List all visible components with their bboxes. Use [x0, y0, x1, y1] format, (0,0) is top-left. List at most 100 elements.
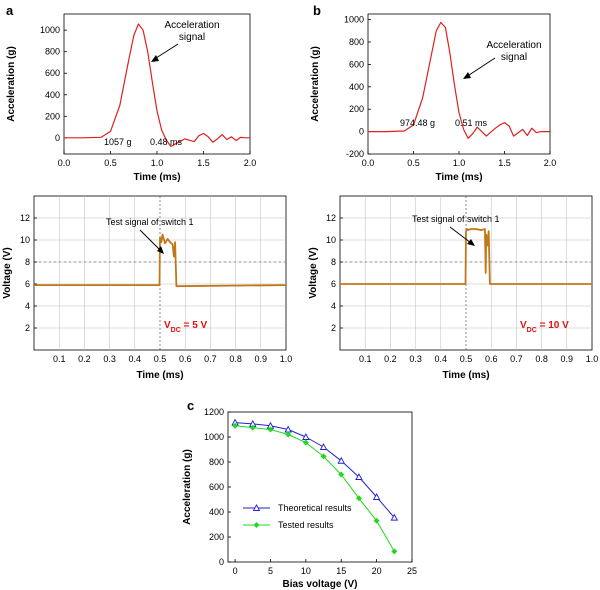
acceleration-signal-line	[64, 23, 250, 148]
y-tick-label: 1000	[40, 25, 60, 35]
panel-a-ylabel: Acceleration (g)	[6, 46, 17, 122]
y-tick-label: 4	[25, 301, 30, 311]
panel-b-xlabel: Time (ms)	[435, 172, 482, 183]
y-tick-label: 8	[331, 257, 336, 267]
scope-2-marks	[340, 228, 592, 285]
panel-b-x-ticks: 0.0 0.5 1.0 1.5 2.0	[362, 151, 557, 168]
panel-c-y-ticks: 0 200 400 600 800 1000 1200	[204, 407, 231, 567]
x-tick-label: 0	[233, 566, 238, 576]
tested-point	[285, 431, 292, 438]
panel-a-callout-arrow	[152, 43, 179, 61]
scope-1-callout-arrow	[139, 229, 162, 252]
x-tick-label: 0.2	[384, 354, 397, 364]
scope-2-ylabel: Voltage (V)	[308, 247, 319, 298]
theory-point	[337, 456, 345, 464]
tested-point	[267, 426, 274, 433]
x-tick-label: 0.5	[407, 158, 420, 168]
x-tick-label: 0.6	[485, 354, 498, 364]
y-tick-label: 800	[349, 37, 364, 47]
scope-1-ylabel: Voltage (V)	[2, 247, 13, 298]
x-tick-label: 1.5	[197, 158, 210, 168]
tested-point	[373, 517, 380, 524]
panel-a-xlabel: Time (ms)	[133, 172, 180, 183]
x-tick-label: 1.0	[280, 354, 293, 364]
scope-1-xlabel: Time (ms)	[136, 370, 183, 381]
panel-a-callout-line2: signal	[179, 32, 205, 43]
x-tick-label: 0.9	[255, 354, 268, 364]
scope-1-callout: Test signal of switch 1	[106, 217, 194, 227]
panel-b-pulse-width: 0.51 ms	[455, 118, 488, 128]
panel-b-marks	[368, 21, 550, 139]
panel-b-callout-arrow	[465, 57, 496, 78]
x-tick-label: 2.0	[544, 158, 557, 168]
panel-b-callout-line1: Acceleration	[486, 40, 541, 51]
panel-b-frame	[367, 13, 551, 155]
x-tick-label: 0.8	[229, 354, 242, 364]
panel-a-x-ticks: 0.0 0.5 1.0 1.5 2.0	[58, 151, 256, 168]
y-tick-label: 1000	[204, 432, 224, 442]
y-tick-label: 600	[209, 482, 224, 492]
y-tick-label: 8	[25, 257, 30, 267]
panel-b-peak-value: 974.48 g	[400, 118, 435, 128]
panel-c-xlabel: Bias voltage (V)	[282, 579, 357, 590]
y-tick-label: 1000	[344, 15, 364, 25]
x-tick-label: 0.8	[535, 354, 548, 364]
y-tick-label: 0	[55, 133, 60, 143]
x-tick-label: 0.7	[204, 354, 217, 364]
x-tick-label: 0.0	[362, 158, 375, 168]
y-tick-label: 12	[326, 213, 336, 223]
x-tick-label: 0.7	[510, 354, 523, 364]
y-tick-label: 800	[209, 457, 224, 467]
x-tick-label: 0.3	[103, 354, 116, 364]
panel-label-b: b	[313, 3, 321, 18]
panel-c-marks	[231, 418, 399, 555]
x-tick-label: 1.5	[498, 158, 511, 168]
theory-point	[302, 433, 310, 440]
scope-2-arrowhead	[467, 239, 475, 246]
x-tick-label: 0.0	[58, 158, 71, 168]
y-tick-label: 10	[326, 235, 336, 245]
y-tick-label: 6	[331, 279, 336, 289]
scope-2-y-ticks: 2 4 6 8 10 12	[326, 213, 343, 333]
tested-results-line	[235, 425, 395, 552]
y-tick-label: 2	[25, 323, 30, 333]
x-tick-label: 0.4	[435, 354, 448, 364]
panel-label-c: c	[187, 398, 194, 413]
panel-b-callout-line2: signal	[501, 52, 527, 63]
panel-b-arrowhead	[463, 72, 471, 79]
x-tick-label: 0.1	[53, 354, 66, 364]
y-tick-label: 0	[219, 557, 224, 567]
y-tick-label: 800	[45, 47, 60, 57]
panel-a-arrowhead	[151, 55, 159, 62]
panel-b-ylabel: Acceleration (g)	[310, 46, 321, 122]
x-tick-label: 25	[407, 566, 417, 576]
panel-c-x-ticks: 0 5 10 15 20 25	[233, 559, 417, 576]
panel-b-y-ticks: -200 0 200 400 600 800 1000	[344, 15, 371, 159]
panel-c: c 0 200 400 600 800 1000 1200 0 5 10 15 20 25 Bias …	[182, 398, 417, 590]
theory-point	[319, 443, 328, 450]
panel-c-ylabel: Acceleration (g)	[182, 449, 193, 525]
y-tick-label: 200	[209, 532, 224, 542]
y-tick-label: 6	[25, 279, 30, 289]
x-tick-label: 0.2	[78, 354, 91, 364]
acceleration-signal-line	[368, 21, 550, 139]
x-tick-label: 1.0	[151, 158, 164, 168]
panel-a-frame	[63, 13, 251, 155]
tested-point	[232, 422, 239, 429]
x-tick-label: 0.9	[561, 354, 574, 364]
scope-2-callout: Test signal of switch 1	[412, 214, 500, 224]
x-tick-label: 0.1	[359, 354, 372, 364]
x-tick-label: 5	[268, 566, 273, 576]
y-tick-label: 400	[209, 507, 224, 517]
tested-point	[302, 439, 309, 446]
y-tick-label: 600	[349, 59, 364, 69]
tested-point	[338, 471, 345, 478]
panel-c-legend: Theoretical results Tested results	[243, 503, 352, 530]
scope-2-xlabel: Time (ms)	[442, 370, 489, 381]
legend-theory-label: Theoretical results	[278, 503, 352, 513]
tested-point	[249, 424, 256, 431]
scope-2-callout-arrow	[449, 226, 472, 244]
